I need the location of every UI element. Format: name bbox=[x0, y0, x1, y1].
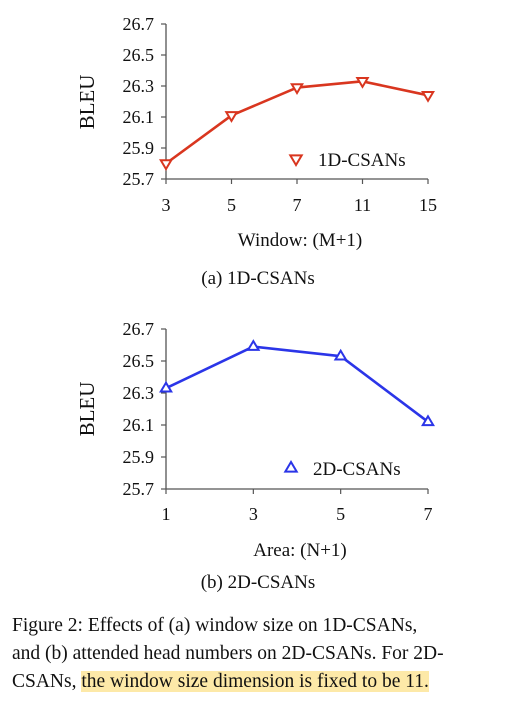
figure: BLEU Window: (M+1) (a) 1D-CSANs 26.7 26.5… bbox=[75, 14, 437, 593]
chart-a-1d-csans: BLEU Window: (M+1) (a) 1D-CSANs 26.7 26.5… bbox=[75, 14, 437, 289]
chart-a-legend-marker bbox=[288, 154, 304, 167]
chart-b-ytick-label: 26.7 bbox=[123, 319, 155, 339]
chart-b-ytick-label: 25.7 bbox=[123, 479, 155, 499]
chart-a-xtick-label: 11 bbox=[354, 195, 371, 215]
chart-a-xtick-label: 15 bbox=[419, 195, 437, 215]
caption-line-1: Figure 2: Effects of (a) window size on … bbox=[12, 615, 418, 636]
chart-b-ytick-label: 25.9 bbox=[123, 447, 155, 467]
chart-b-subcaption: (b) 2D-CSANs bbox=[201, 572, 316, 593]
chart-a-data-point bbox=[159, 159, 173, 171]
chart-b-xtick-label: 1 bbox=[162, 504, 171, 524]
chart-a-legend-label: 1D-CSANs bbox=[318, 150, 406, 171]
caption-line-3-plain: CSANs, bbox=[12, 671, 82, 692]
chart-b-ytick-label: 26.1 bbox=[123, 415, 155, 435]
chart-b-data-point bbox=[159, 380, 173, 393]
chart-a-ytick-label: 26.7 bbox=[123, 14, 155, 34]
chart-a-ytick-label: 25.7 bbox=[123, 169, 155, 189]
chart-b-data-point bbox=[246, 339, 261, 351]
figure-caption: Figure 2: Effects of (a) window size on … bbox=[12, 612, 504, 696]
chart-b-2d-csans: BLEU Area: (N+1) (b) 2D-CSANs 26.7 26.5 26… bbox=[75, 319, 435, 593]
chart-b-ytick-label: 26.3 bbox=[123, 383, 155, 403]
chart-a-data-point bbox=[224, 111, 239, 123]
chart-a-ytick-label: 26.1 bbox=[123, 107, 155, 127]
chart-a-subcaption: (a) 1D-CSANs bbox=[201, 268, 314, 289]
caption-highlight: the window size dimension is fixed to be… bbox=[81, 671, 429, 692]
chart-b-xtick-label: 3 bbox=[249, 504, 258, 524]
chart-a-data-point bbox=[421, 91, 435, 103]
chart-a-ytick-label: 25.9 bbox=[123, 138, 155, 158]
chart-b-data-point bbox=[421, 414, 435, 427]
chart-a-data-point bbox=[355, 77, 370, 89]
chart-b-ylabel: BLEU bbox=[75, 382, 99, 437]
chart-a-ytick-label: 26.3 bbox=[123, 76, 155, 96]
chart-b-xtick-label: 7 bbox=[424, 504, 433, 524]
caption-line-2: and (b) attended head numbers on 2D-CSAN… bbox=[12, 643, 444, 664]
chart-a-xtick-label: 7 bbox=[293, 195, 302, 215]
chart-a-xtick-label: 3 bbox=[162, 195, 171, 215]
chart-b-legend-label: 2D-CSANs bbox=[313, 459, 401, 480]
chart-a-ylabel: BLEU bbox=[75, 75, 99, 130]
chart-b-xlabel: Area: (N+1) bbox=[253, 540, 347, 561]
chart-b-legend-marker bbox=[283, 460, 299, 473]
chart-a-data-point bbox=[290, 83, 304, 96]
chart-a-xlabel: Window: (M+1) bbox=[238, 230, 362, 251]
chart-b-data-point bbox=[333, 348, 348, 361]
chart-b-xtick-label: 5 bbox=[336, 504, 345, 524]
chart-b-series-line bbox=[165, 345, 429, 423]
caption-line-3: CSANs, the window size dimension is fixe… bbox=[12, 668, 504, 696]
chart-a-xtick-label: 5 bbox=[227, 195, 236, 215]
chart-b-ytick-label: 26.5 bbox=[123, 351, 155, 371]
chart-a-ytick-label: 26.5 bbox=[123, 45, 155, 65]
